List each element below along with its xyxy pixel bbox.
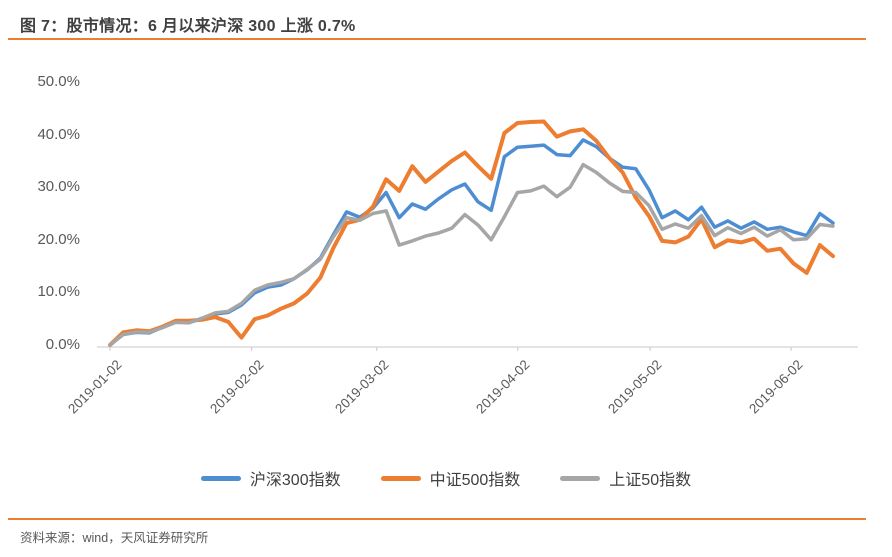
y-tick-label: 20.0% xyxy=(37,230,80,248)
csi500-line-swatch xyxy=(380,475,421,481)
figure-title: 图 7：股市情况：6 月以来沪深 300 上涨 0.7% xyxy=(20,18,356,35)
legend-label-csi500: 中证500指数 xyxy=(429,472,521,489)
chart-legend: 沪深300指数 中证500指数 上证50指数 xyxy=(0,466,892,490)
y-tick-label: 30.0% xyxy=(37,178,80,196)
footer-rule xyxy=(8,518,866,520)
legend-item-sse50: 上证50指数 xyxy=(560,466,691,490)
source-text: 资料来源：wind，天风证券研究所 xyxy=(20,531,209,545)
series-line-gray xyxy=(108,162,835,347)
y-tick-label: 50.0% xyxy=(37,73,80,90)
legend-item-csi300: 沪深300指数 xyxy=(200,466,341,490)
series-line-orange xyxy=(108,119,835,347)
y-tick-label: 10.0% xyxy=(37,283,80,301)
y-tick-label: 40.0% xyxy=(37,125,80,143)
legend-label-sse50: 上证50指数 xyxy=(609,472,692,489)
legend-item-csi500: 中证500指数 xyxy=(380,466,521,490)
csi300-line-swatch xyxy=(200,475,241,481)
sse50-line-swatch xyxy=(560,475,601,481)
legend-label-csi300: 沪深300指数 xyxy=(249,472,341,489)
y-tick-label: 0.0% xyxy=(45,336,80,353)
title-underline xyxy=(8,38,866,40)
